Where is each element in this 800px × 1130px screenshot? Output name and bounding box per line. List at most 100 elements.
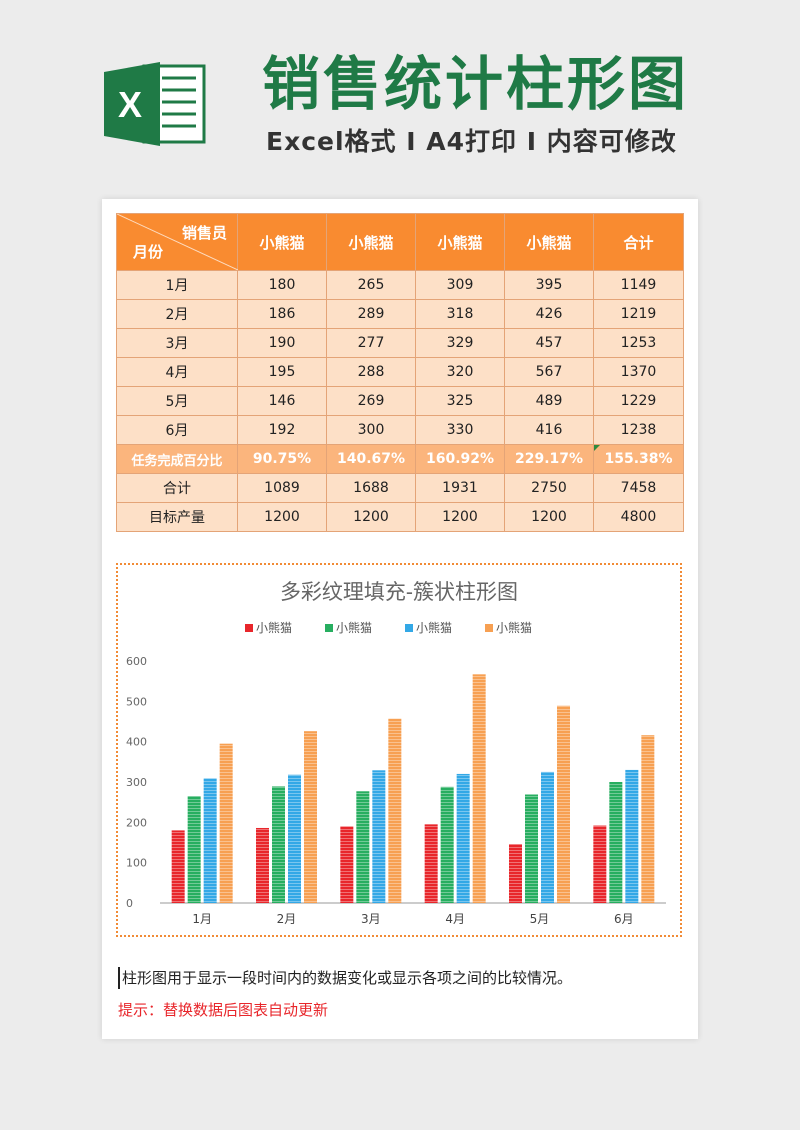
bar (304, 731, 317, 903)
y-tick-label: 500 (126, 695, 147, 708)
bar (641, 735, 655, 903)
table-cell[interactable]: 1253 (593, 328, 684, 358)
x-tick-label: 6月 (614, 912, 634, 926)
bar (219, 743, 233, 903)
table-cell[interactable]: 1149 (593, 270, 684, 300)
table-cell[interactable]: 1238 (593, 415, 684, 445)
bar (509, 844, 522, 903)
bar (256, 827, 269, 903)
y-tick-label: 400 (126, 736, 147, 749)
corner-header-cell: 销售员 月份 (116, 213, 238, 271)
table-cell[interactable]: 269 (326, 386, 416, 416)
row-label[interactable]: 2月 (116, 299, 238, 329)
table-cell[interactable]: 190 (237, 328, 327, 358)
table-cell[interactable]: 195 (237, 357, 327, 387)
chart-area[interactable]: 多彩纹理填充-簇状柱形图 小熊猫 小熊猫 小熊猫 小熊猫 0 100 200 300 400 500… (116, 563, 682, 937)
table-cell[interactable]: 1219 (593, 299, 684, 329)
table-cell[interactable]: 330 (415, 415, 505, 445)
table-cell[interactable]: 325 (415, 386, 505, 416)
row-label[interactable]: 4月 (116, 357, 238, 387)
table-cell[interactable]: 2750 (504, 473, 594, 503)
table-cell[interactable]: 1688 (326, 473, 416, 503)
column-header-total[interactable]: 合计 (593, 213, 684, 271)
x-tick-label: 4月 (445, 912, 465, 926)
legend-label: 小熊猫 (336, 620, 372, 635)
row-label[interactable]: 1月 (116, 270, 238, 300)
column-header[interactable]: 小熊猫 (415, 213, 505, 271)
column-header[interactable]: 小熊猫 (237, 213, 327, 271)
bar (593, 825, 607, 903)
table-cell[interactable]: 1200 (415, 502, 505, 532)
y-tick-label: 100 (126, 857, 147, 870)
chart-title: 多彩纹理填充-簇状柱形图 (280, 580, 518, 604)
row-label[interactable]: 任务完成百分比 (116, 444, 238, 474)
bar (187, 796, 201, 903)
column-header[interactable]: 小熊猫 (326, 213, 416, 271)
table-cell[interactable]: 1931 (415, 473, 505, 503)
table-cell[interactable]: 289 (326, 299, 416, 329)
table-cell[interactable]: 567 (504, 357, 594, 387)
column-header[interactable]: 小熊猫 (504, 213, 594, 271)
legend-label: 小熊猫 (256, 620, 292, 635)
table-cell[interactable]: 155.38% (593, 444, 684, 474)
total-row: 合计 1089 1688 1931 2750 7458 (116, 473, 684, 503)
table-cell[interactable]: 309 (415, 270, 505, 300)
bar (388, 718, 402, 903)
bar (372, 770, 386, 903)
table-row: 2月 186 289 318 426 1219 (116, 299, 684, 329)
table-row: 5月 146 269 325 489 1229 (116, 386, 684, 416)
table-cell[interactable]: 1200 (326, 502, 416, 532)
bar (424, 824, 438, 903)
table-cell[interactable]: 229.17% (504, 444, 594, 474)
table-cell[interactable]: 426 (504, 299, 594, 329)
table-cell[interactable]: 320 (415, 357, 505, 387)
table-row: 1月 180 265 309 395 1149 (116, 270, 684, 300)
table-cell[interactable]: 277 (326, 328, 416, 358)
x-tick-label: 1月 (192, 912, 212, 926)
table-cell[interactable]: 180 (237, 270, 327, 300)
row-label[interactable]: 合计 (116, 473, 238, 503)
table-cell[interactable]: 140.67% (326, 444, 416, 474)
table-cell[interactable]: 329 (415, 328, 505, 358)
table-cell[interactable]: 318 (415, 299, 505, 329)
row-label[interactable]: 5月 (116, 386, 238, 416)
table-cell[interactable]: 1229 (593, 386, 684, 416)
table-cell[interactable]: 265 (326, 270, 416, 300)
table-cell[interactable]: 160.92% (415, 444, 505, 474)
excel-logo-icon: X (104, 62, 206, 146)
table-cell[interactable]: 90.75% (237, 444, 327, 474)
table-cell[interactable]: 1089 (237, 473, 327, 503)
row-label[interactable]: 3月 (116, 328, 238, 358)
table-cell[interactable]: 192 (237, 415, 327, 445)
x-tick-label: 5月 (530, 912, 550, 926)
table-cell[interactable]: 457 (504, 328, 594, 358)
table-cell[interactable]: 7458 (593, 473, 684, 503)
table-cell[interactable]: 1200 (504, 502, 594, 532)
table-cell[interactable]: 489 (504, 386, 594, 416)
y-tick-label: 0 (126, 897, 133, 910)
bar (203, 778, 217, 903)
bar (525, 794, 538, 903)
table-cell[interactable]: 395 (504, 270, 594, 300)
sales-table: 销售员 月份 小熊猫 小熊猫 小熊猫 小熊猫 合计 1月 180 265 309… (116, 213, 684, 532)
bar (356, 791, 370, 903)
table-cell[interactable]: 1200 (237, 502, 327, 532)
bar (625, 769, 639, 903)
table-cell[interactable]: 1370 (593, 357, 684, 387)
bar (171, 830, 185, 903)
y-tick-label: 600 (126, 655, 147, 668)
table-row: 4月 195 288 320 567 1370 (116, 357, 684, 387)
page-subtitle: Excel格式 I A4打印 I 内容可修改 (266, 127, 677, 156)
table-cell[interactable]: 146 (237, 386, 327, 416)
table-cell[interactable]: 416 (504, 415, 594, 445)
page-title: 销售统计柱形图 (262, 50, 690, 118)
row-label[interactable]: 6月 (116, 415, 238, 445)
table-cell[interactable]: 186 (237, 299, 327, 329)
diagonal-divider-icon (117, 214, 238, 270)
table-cell[interactable]: 4800 (593, 502, 684, 532)
row-label[interactable]: 目标产量 (116, 502, 238, 532)
table-cell[interactable]: 288 (326, 357, 416, 387)
chart-description: 柱形图用于显示一段时间内的数据变化或显示各项之间的比较情况。 (118, 967, 572, 989)
target-row: 目标产量 1200 1200 1200 1200 4800 (116, 502, 684, 532)
table-cell[interactable]: 300 (326, 415, 416, 445)
